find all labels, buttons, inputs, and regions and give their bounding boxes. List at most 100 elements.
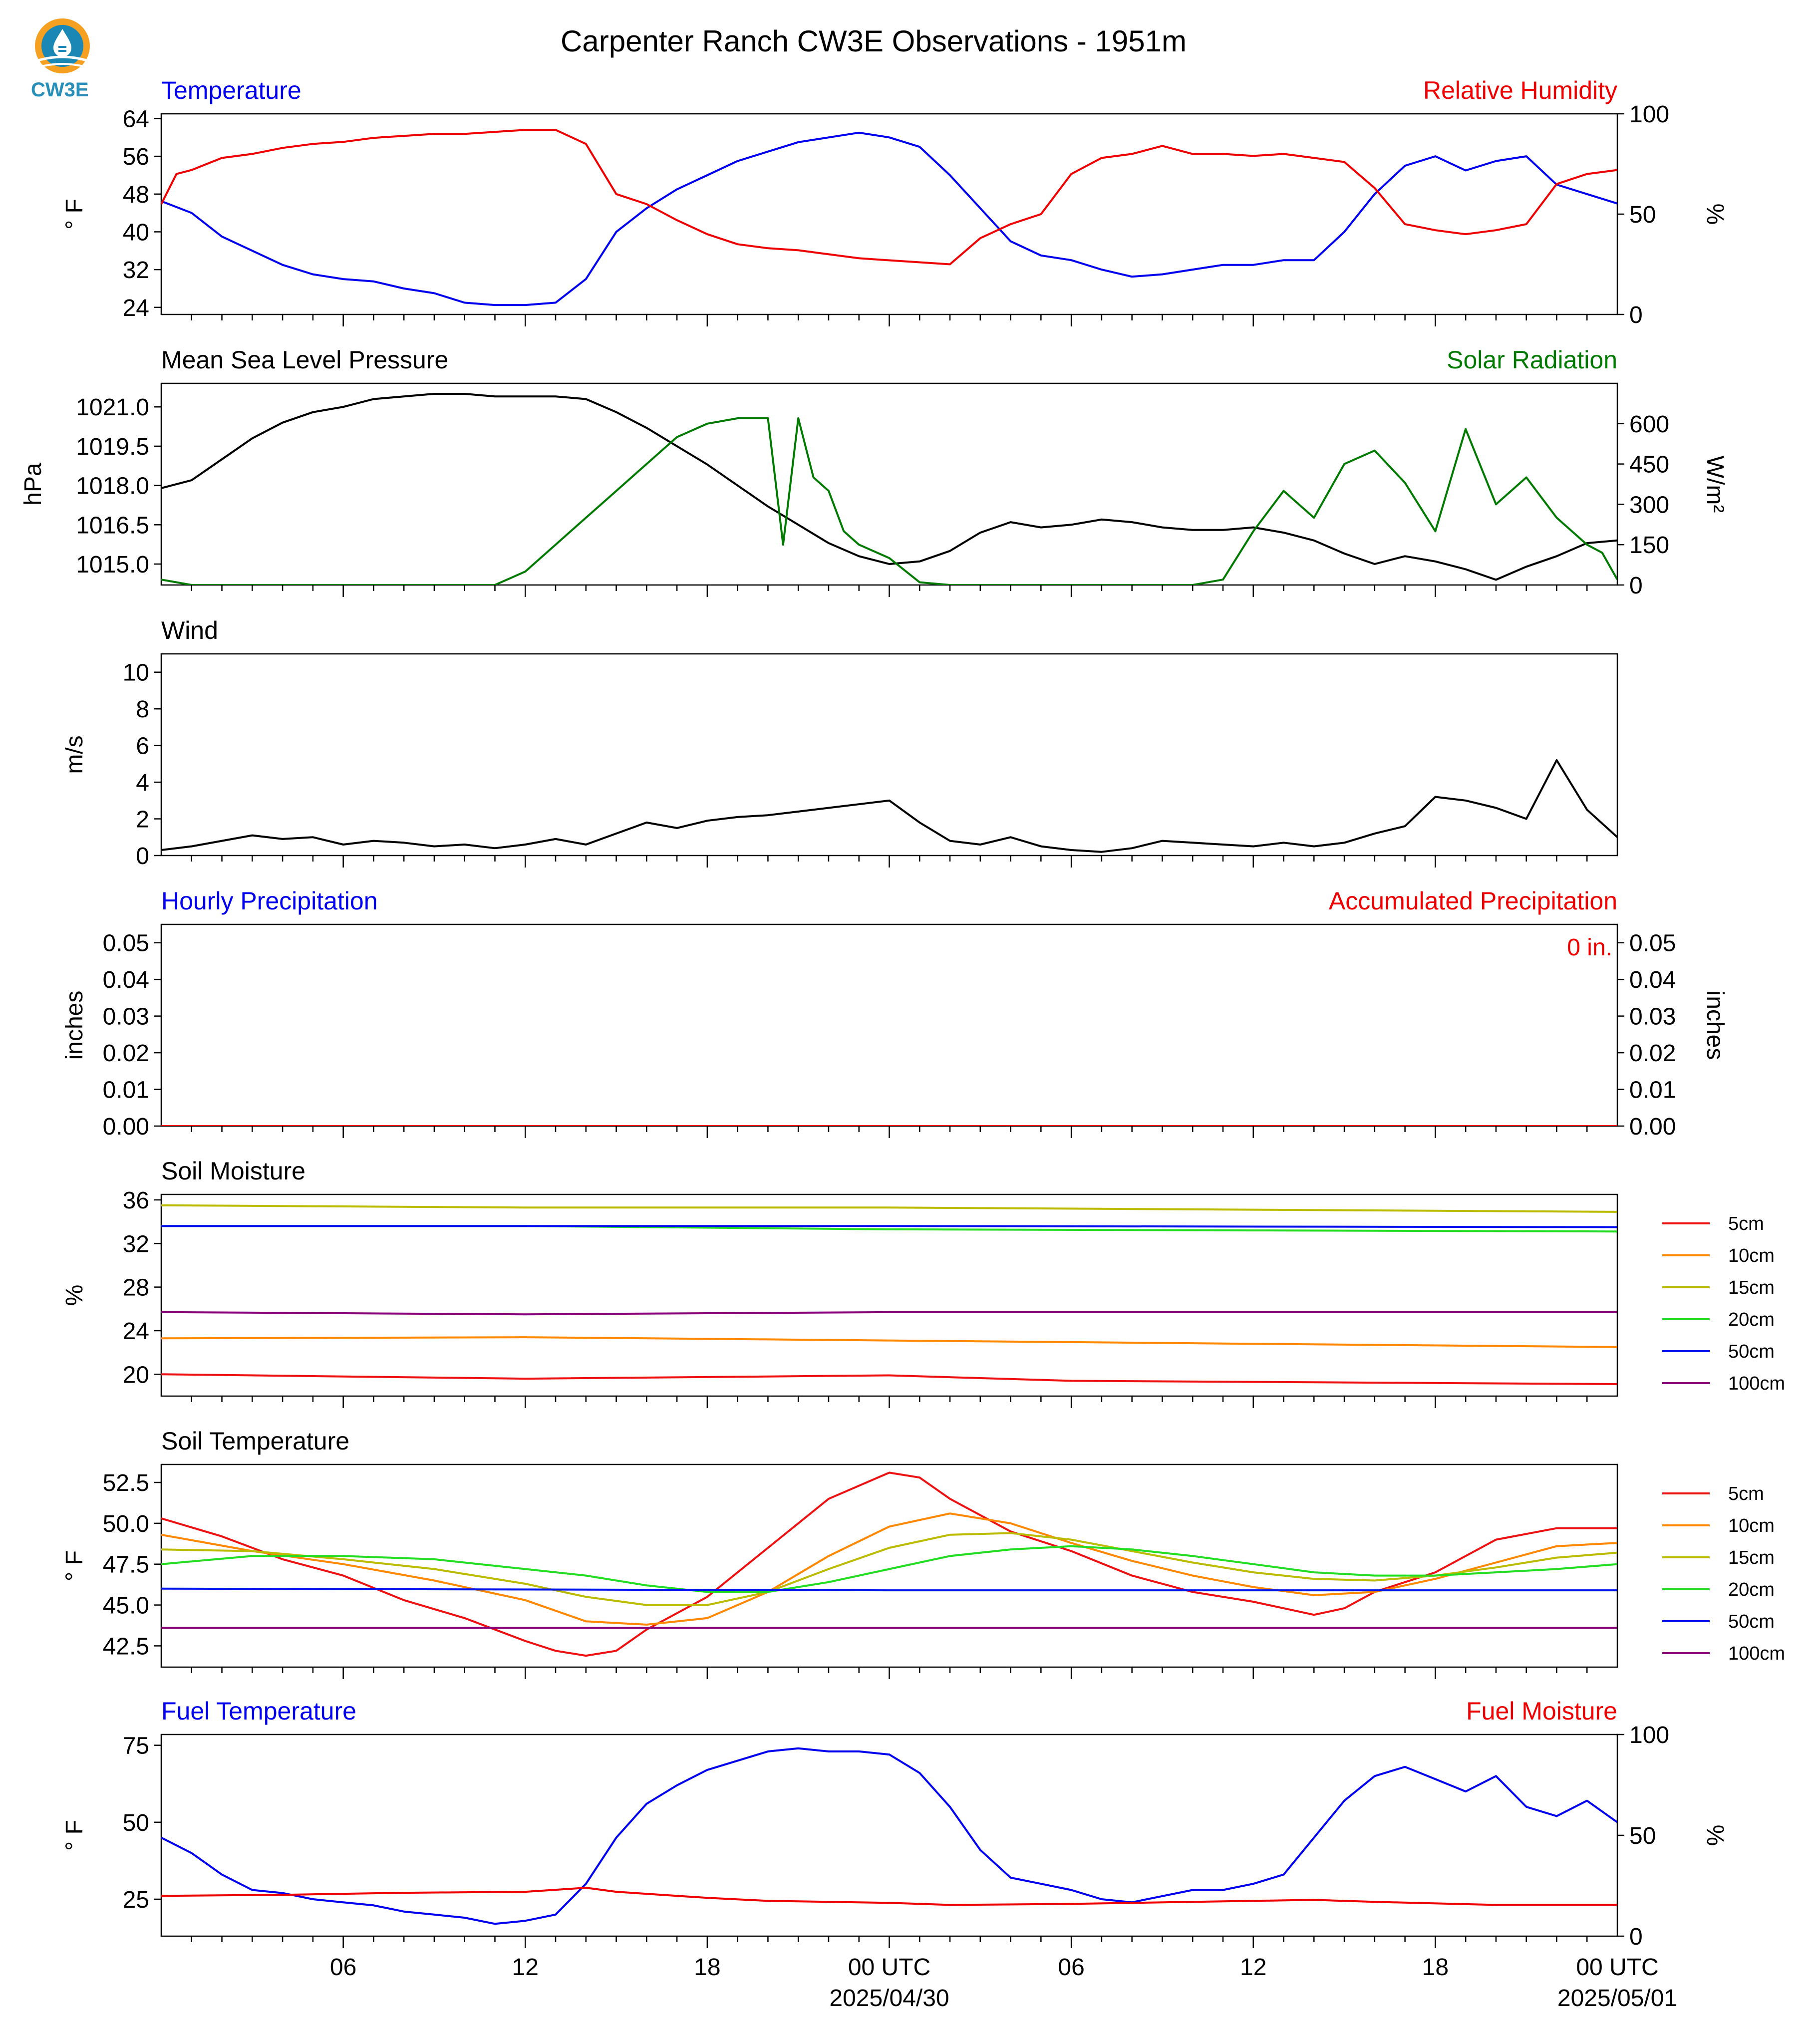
ytick-label-left: 52.5 [103,1470,149,1496]
ylabel-left: ° F [61,1550,88,1581]
ytick-label-left: 0.01 [103,1077,149,1104]
series-line-fuel-temperature [161,1747,1617,1925]
series-line-5cm [161,1471,1617,1657]
xtick-label: 06 [1058,1954,1084,1981]
ytick-label-left: 20 [123,1362,149,1388]
ytick-label-right: 0.02 [1629,1040,1676,1067]
panel-wind: Wind 0 2 4 6 8 10 m/s [61,616,1618,869]
ytick-label-left: 28 [123,1275,149,1301]
panel-mslp_solar: Mean Sea Level Pressure Solar Radiation 10… [20,346,1728,599]
legend-label: 50cm [1728,1611,1775,1632]
panel-soil_moisture: Soil Moisture 20 24 28 32 36% 5cm 10cm 15cm 20cm 5… [61,1157,1785,1408]
ytick-label-right: 50 [1629,1823,1656,1849]
series-line-wind [161,759,1617,853]
ytick-label-left: 10 [123,660,149,686]
cw3e-logo-mark [35,18,90,73]
plot-frame [160,923,1618,1127]
ytick-label-right: 450 [1629,452,1669,478]
series-group [161,393,1617,585]
ylabel-left: ° F [61,1820,88,1851]
ytick-label-left: 64 [123,106,149,132]
series-group [161,1204,1617,1385]
ytick-label-left: 24 [123,1318,149,1345]
panel-title-left: Hourly Precipitation [161,887,378,915]
ylabel-left: % [61,1285,88,1306]
legend-label: 5cm [1728,1483,1764,1504]
xtick-label: 06 [330,1954,356,1981]
legend-label: 20cm [1728,1309,1775,1330]
series-line-solar-radiation [161,417,1617,585]
plot-frame [160,382,1618,586]
cw3e-logo [27,15,107,105]
ytick-label-right: 150 [1629,532,1669,559]
ytick-label-left: 0.03 [103,1004,149,1030]
xtick-label: 00 UTC [1576,1954,1658,1981]
ytick-label-right: 100 [1629,1722,1669,1748]
ytick-label-left: 32 [123,1231,149,1257]
ytick-label-left: 2 [136,807,149,833]
series-line-temperature [161,131,1617,306]
ylabel-right: inches [1702,991,1728,1060]
ytick-label-right: 600 [1629,411,1669,438]
series-line-20cm [161,1545,1617,1593]
legend-label: 15cm [1728,1547,1775,1568]
series-line-50cm [161,1225,1617,1228]
series-line-50cm [161,1587,1617,1592]
ytick-label-left: 24 [123,295,149,321]
ytick-label-right: 0.01 [1629,1077,1676,1104]
ytick-label-right: 0 [1629,573,1643,599]
ytick-label-left: 1019.5 [76,434,149,460]
series-line-relative-humidity [161,129,1617,266]
ytick-label-left: 47.5 [103,1552,149,1578]
xtick-label: 18 [694,1954,720,1981]
legend-label: 15cm [1728,1277,1775,1298]
ytick-label-right: 50 [1629,202,1656,228]
legend-label: 20cm [1728,1579,1775,1600]
ytick-label-right: 0 [1629,302,1643,328]
ytick-label-right: 0 [1629,1924,1643,1950]
legend-label: 5cm [1728,1213,1764,1234]
ytick-label-right: 100 [1629,101,1669,128]
ytick-label-left: 0.00 [103,1114,149,1140]
ytick-label-right: 0.00 [1629,1114,1676,1140]
figure-title: Carpenter Ranch CW3E Observations - 1951… [561,24,1187,58]
ytick-label-left: 42.5 [103,1633,149,1660]
series-line-mean-sea-level-pressure [161,393,1617,581]
ytick-label-left: 0.05 [103,930,149,957]
panel-title-left: Soil Moisture [161,1157,305,1185]
ylabel-left: hPa [20,463,46,506]
ytick-label-left: 56 [123,144,149,170]
ytick-label-left: 1018.0 [76,473,149,500]
plot-frame [160,1193,1618,1397]
ytick-label-right: 0.03 [1629,1004,1676,1030]
ytick-label-left: 50 [123,1810,149,1836]
xtick-date-label: 2025/05/01 [1557,1985,1677,2012]
ytick-label-left: 45.0 [103,1593,149,1619]
ytick-label-left: 40 [123,219,149,246]
xtick-date-label: 2025/04/30 [829,1985,949,2012]
panel-title-right: Accumulated Precipitation [1329,887,1617,915]
series-line-5cm [161,1373,1617,1385]
cw3e-logo-text: CW3E [31,79,89,101]
plot-frame [160,113,1618,315]
ytick-label-left: 0.02 [103,1040,149,1067]
panel-title-right: Relative Humidity [1423,76,1617,104]
ylabel-left: m/s [61,735,88,774]
legend-label: 10cm [1728,1515,1775,1536]
ytick-label-left: 75 [123,1733,149,1759]
ylabel-left: inches [61,991,88,1060]
ytick-label-left: 0.04 [103,967,149,993]
plot-frame [160,1463,1618,1668]
xtick-label: 00 UTC [848,1954,930,1981]
ytick-label-left: 8 [136,696,149,723]
xtick-label: 12 [1240,1954,1266,1981]
precip-total-annotation: 0 in. [1567,934,1612,961]
legend-label: 100cm [1728,1643,1785,1664]
panel-title-right: Solar Radiation [1447,346,1617,374]
ylabel-right: % [1702,204,1728,225]
series-line-10cm [161,1512,1617,1626]
ytick-label-left: 50.0 [103,1511,149,1537]
ytick-label-left: 0 [136,843,149,869]
series-line-15cm [161,1532,1617,1606]
